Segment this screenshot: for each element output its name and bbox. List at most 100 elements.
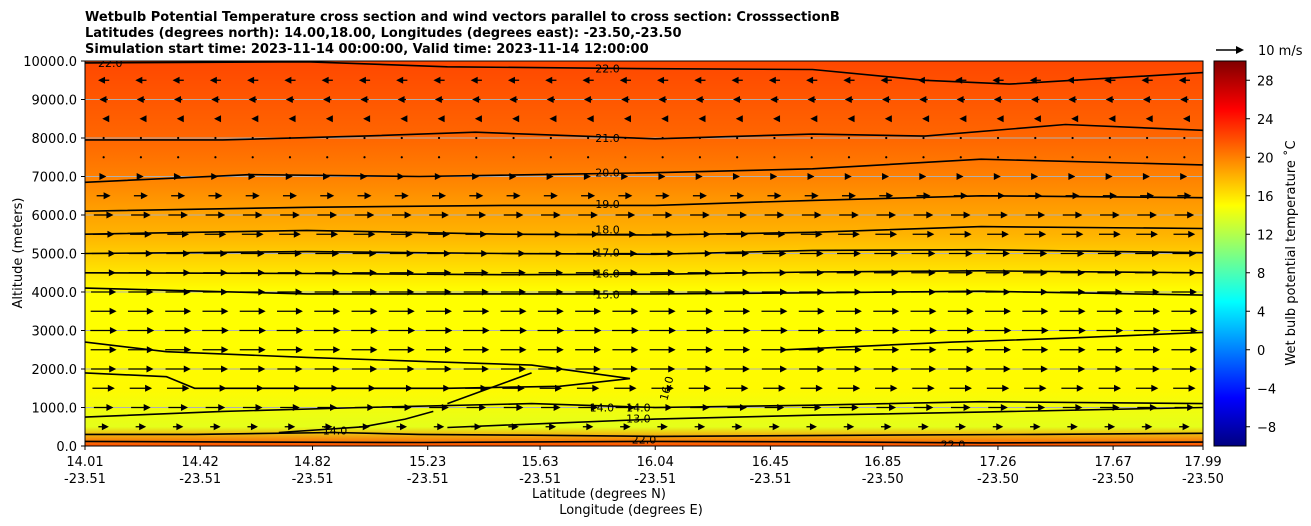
x-tick-label-longitude: -23.51 [749, 472, 791, 487]
x-tick-label-latitude: 16.85 [864, 455, 901, 470]
contour-line [784, 331, 1203, 351]
wind-vector [947, 327, 975, 334]
wind-vector [807, 96, 816, 103]
wind-vector [429, 404, 449, 411]
vector-key-arrowhead [1236, 46, 1244, 54]
wind-vector [472, 96, 481, 103]
wind-vector [1145, 115, 1153, 123]
wind-vector [128, 288, 154, 296]
wind-vector [686, 327, 714, 334]
wind-vector [650, 250, 675, 257]
wind-vector [426, 307, 452, 315]
contour-line [85, 287, 1203, 296]
wind-vector [1097, 250, 1122, 257]
wind-vector [434, 173, 442, 180]
wind-vector [1096, 346, 1123, 354]
contour-label: 22.0 [98, 61, 123, 70]
wind-vector [133, 192, 148, 200]
wind-vector [464, 269, 489, 277]
wind-vector [168, 404, 188, 411]
wind-vector [875, 230, 898, 238]
wind-vector [806, 76, 818, 84]
wind-vector [139, 156, 142, 159]
wind-vector [1173, 384, 1196, 392]
x-tick-label-latitude: 14.82 [294, 455, 331, 470]
wind-vector [277, 307, 303, 315]
wind-vector [509, 173, 517, 180]
wind-vector [165, 288, 191, 296]
wind-vector [690, 211, 710, 219]
wind-vector [614, 230, 637, 238]
wind-vector [985, 269, 1011, 277]
wind-vector [465, 230, 488, 238]
wind-vector [325, 115, 333, 123]
wind-vector [288, 136, 292, 140]
wind-vector [761, 365, 788, 373]
wind-vector [390, 230, 413, 238]
wind-vector [948, 269, 974, 277]
wind-vector [619, 76, 631, 84]
wind-vector [211, 173, 219, 180]
wind-vector [873, 269, 899, 277]
y-tick-label: 5000.0 [32, 248, 78, 263]
wind-vector [389, 269, 415, 277]
wind-vector [509, 96, 518, 103]
wind-vector [500, 327, 527, 334]
wind-vector [90, 307, 117, 315]
chart-title-line-1: Wetbulb Potential Temperature cross sect… [85, 10, 840, 25]
wind-vector [695, 173, 703, 180]
x-tick-label-longitude: -23.50 [862, 472, 904, 487]
wind-vector [168, 211, 188, 219]
wind-vector [437, 115, 445, 123]
wind-vector [661, 156, 664, 159]
wind-vector [388, 307, 415, 315]
wind-vector [582, 423, 594, 431]
wind-vector [1171, 365, 1197, 373]
wind-vector [434, 96, 444, 103]
wind-vector [955, 423, 967, 431]
wind-vector [400, 156, 403, 159]
wind-vector [214, 136, 217, 140]
wind-vector [1097, 365, 1123, 373]
wind-vector [732, 96, 742, 103]
wind-vector [501, 269, 526, 277]
x-tick-label-longitude: -23.51 [634, 472, 676, 487]
wind-vector [277, 365, 303, 373]
wind-vector [847, 115, 855, 123]
wind-vector [1142, 173, 1150, 180]
wind-vector [762, 250, 787, 257]
wind-vector [1108, 115, 1116, 123]
wind-vector [203, 269, 228, 277]
wind-vector [649, 307, 676, 315]
wind-vector [837, 384, 861, 392]
wind-vector [129, 250, 153, 257]
wind-vector [428, 230, 450, 238]
wind-vector [166, 250, 191, 257]
wind-vector [688, 384, 712, 392]
wind-vector [876, 404, 897, 411]
wind-vector [247, 76, 259, 84]
x-axis-label-longitude: Longitude (degrees E) [559, 503, 703, 518]
wind-vector [613, 250, 638, 257]
wind-vector [879, 192, 894, 200]
wind-vector [1173, 230, 1196, 238]
wind-vector [1022, 327, 1049, 334]
wind-vector [657, 423, 668, 431]
wind-vector [1146, 156, 1149, 159]
wind-vector [612, 346, 639, 354]
wind-vector [280, 211, 300, 219]
wind-vector [1146, 136, 1149, 140]
wind-vector [475, 136, 478, 140]
wind-vector [801, 404, 822, 411]
wind-vector [770, 173, 778, 180]
wind-vector [396, 76, 408, 84]
wind-vector [1098, 230, 1121, 238]
wind-vector [93, 211, 114, 219]
y-tick-label: 10000.0 [23, 55, 77, 70]
wind-vector [388, 346, 415, 354]
wind-vector [205, 404, 226, 411]
wind-vector [429, 211, 449, 219]
svg-text:13.0: 13.0 [626, 412, 651, 425]
wind-vector [173, 173, 181, 180]
y-tick-label: 4000.0 [32, 286, 78, 301]
